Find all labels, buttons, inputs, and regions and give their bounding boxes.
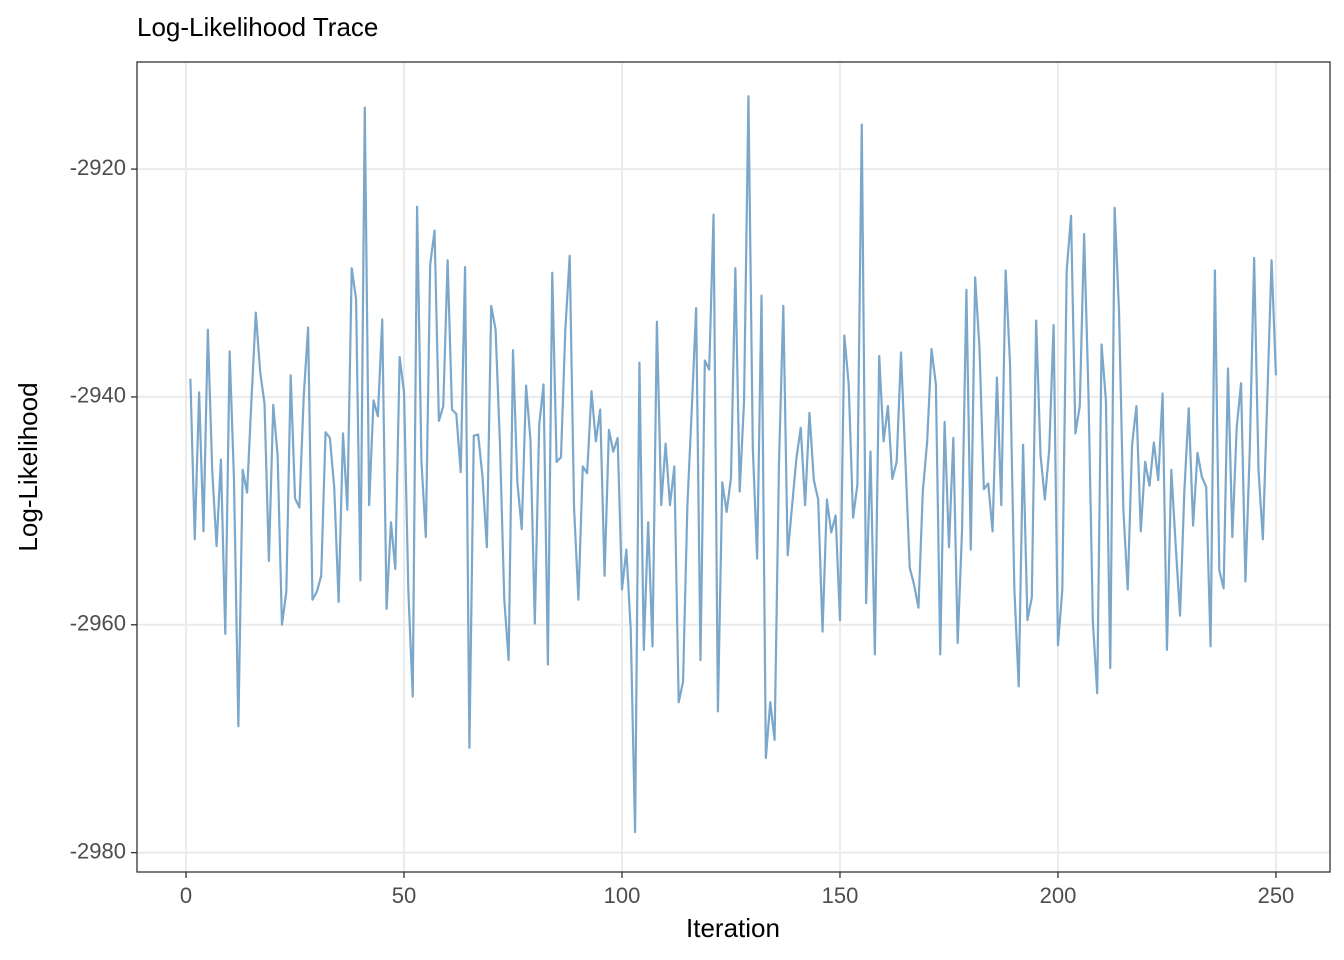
y-tick-label: -2980: [70, 838, 126, 863]
trace-line: [189, 95, 1278, 834]
x-tick-label: 100: [604, 883, 641, 908]
y-tick-label: -2940: [70, 383, 126, 408]
panel-border: [136, 61, 1331, 873]
plot: [189, 95, 1278, 834]
y-tick-label: -2920: [70, 155, 126, 180]
x-tick-label: 250: [1258, 883, 1295, 908]
x-axis-label: Iteration: [686, 913, 780, 943]
x-tick-label: 0: [180, 883, 192, 908]
x-tick-label: 150: [822, 883, 859, 908]
y-tick-label: -2960: [70, 611, 126, 636]
chart-title: Log-Likelihood Trace: [137, 12, 378, 42]
x-tick-label: 200: [1040, 883, 1077, 908]
y-axis-label: Log-Likelihood: [13, 382, 43, 551]
x-tick-label: 50: [392, 883, 416, 908]
